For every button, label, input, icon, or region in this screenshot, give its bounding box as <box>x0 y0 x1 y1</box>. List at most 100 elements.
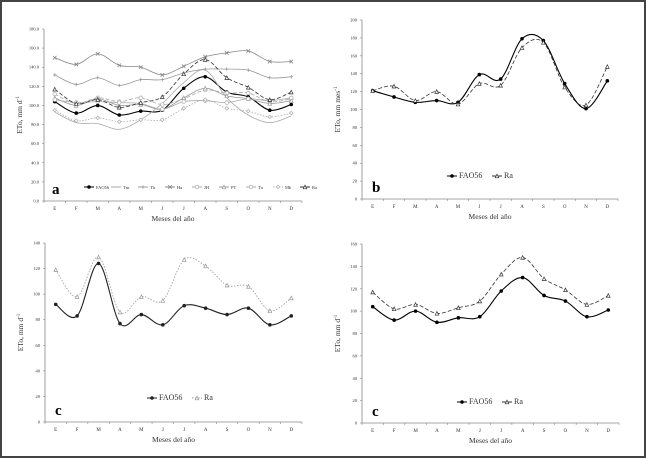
series-line <box>54 76 292 116</box>
x-tick-label: J <box>478 205 480 210</box>
series-FAO56 <box>52 74 294 117</box>
panel-letter: b <box>372 180 380 196</box>
legend-item: PT <box>219 184 237 190</box>
y-tick-label: 120.0 <box>29 84 40 89</box>
data-point <box>520 36 524 41</box>
series-Ra <box>52 56 294 110</box>
legend-label: Mk <box>285 185 292 190</box>
legend-label: Tu <box>258 185 264 190</box>
data-point <box>95 115 101 121</box>
series-line <box>54 50 292 76</box>
data-point <box>563 299 568 303</box>
y-tick-label: 0 <box>355 421 358 426</box>
data-point <box>202 97 208 103</box>
x-tick-label: J <box>479 429 481 434</box>
x-tick-label: N <box>268 428 272 433</box>
legend-label: Ra <box>204 393 213 402</box>
data-point <box>477 314 482 319</box>
y-tick-label: 80 <box>353 125 358 130</box>
data-point <box>117 83 122 88</box>
x-tick-label: A <box>521 429 525 434</box>
x-tick-label: O <box>247 428 251 433</box>
data-point <box>289 314 294 318</box>
y-tick-label: 140 <box>350 71 358 76</box>
data-point <box>225 312 229 317</box>
legend-marker <box>494 173 500 179</box>
data-point <box>456 316 461 320</box>
data-point <box>181 95 187 100</box>
data-point <box>95 51 100 56</box>
data-point <box>74 62 79 67</box>
data-point <box>541 276 547 281</box>
data-point <box>498 77 503 81</box>
data-point <box>203 74 208 79</box>
y-tick-label: 180.0 <box>29 27 40 32</box>
legend-item: Mk <box>273 184 292 190</box>
data-point <box>224 75 230 80</box>
data-point <box>370 304 375 309</box>
series-line <box>55 256 292 314</box>
data-point <box>182 303 187 308</box>
y-tick-label: 20.0 <box>31 179 40 184</box>
x-tick-label: E <box>54 428 57 433</box>
legend-label: Th <box>150 185 156 190</box>
x-tick-label: D <box>606 205 610 210</box>
x-tick-label: M <box>96 428 101 433</box>
data-point <box>562 81 567 86</box>
legend: FAO56 Ra <box>447 171 513 180</box>
data-point <box>245 108 251 114</box>
series-JH <box>52 88 294 107</box>
legend-label: Ra <box>504 171 513 180</box>
x-axis-label: Meses del año <box>469 212 512 221</box>
data-point <box>181 71 187 77</box>
y-tick-label: 20 <box>353 179 358 184</box>
x-tick-label: M <box>139 207 144 212</box>
x-tick-label: E <box>53 207 56 212</box>
data-point <box>160 323 165 327</box>
data-point <box>52 73 57 77</box>
legend-item: Ra <box>502 397 523 406</box>
legend-item: Tu <box>246 184 264 190</box>
legend-marker <box>194 395 200 401</box>
y-tick-label: 60 <box>353 353 358 358</box>
series-line <box>372 33 608 110</box>
x-tick-label: O <box>564 429 568 434</box>
series-PT <box>52 85 294 112</box>
data-point <box>456 305 461 310</box>
series-Th <box>52 67 294 88</box>
legend-label: Ra <box>312 185 317 190</box>
x-tick-label: M <box>456 429 461 434</box>
data-point <box>267 114 273 120</box>
data-point <box>117 63 122 68</box>
data-point <box>498 271 504 277</box>
data-point <box>519 45 525 50</box>
series-Ra <box>53 254 294 315</box>
y-tick-label: 100 <box>350 309 358 314</box>
data-point <box>563 287 568 293</box>
y-tick-label: 100.0 <box>29 103 40 108</box>
x-tick-label: A <box>117 207 121 212</box>
data-point <box>434 89 440 94</box>
data-point <box>268 323 272 327</box>
legend-marker <box>221 184 227 190</box>
data-point <box>391 306 397 312</box>
data-point <box>73 118 79 124</box>
legend-label: FAO56 <box>159 393 182 402</box>
data-point <box>96 254 101 260</box>
series-line <box>55 262 292 327</box>
y-axis-label-sup: -1 <box>334 86 339 91</box>
y-axis-label: ETo, mm mes-1 <box>333 86 342 132</box>
x-tick-label: O <box>563 205 567 210</box>
x-tick-label: A <box>435 205 439 210</box>
legend-marker <box>141 185 145 189</box>
data-point <box>203 263 208 269</box>
x-tick-label: A <box>118 428 122 433</box>
x-tick-label: A <box>520 205 524 210</box>
y-axis-label: ETo, mm d-1 <box>333 314 342 352</box>
data-point <box>246 96 251 101</box>
data-point <box>540 39 546 45</box>
x-tick-label: M <box>413 429 418 434</box>
data-point <box>116 119 122 124</box>
data-point <box>476 80 482 86</box>
legend-item: Ra <box>192 393 213 402</box>
